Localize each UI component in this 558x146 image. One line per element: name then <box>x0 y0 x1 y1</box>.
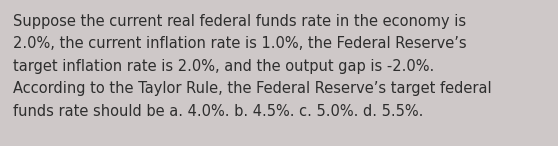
Text: According to the Taylor Rule, the Federal Reserve’s target federal: According to the Taylor Rule, the Federa… <box>13 81 492 97</box>
Text: Suppose the current real federal funds rate in the economy is: Suppose the current real federal funds r… <box>13 14 466 29</box>
Text: 2.0%, the current inflation rate is 1.0%, the Federal Reserve’s: 2.0%, the current inflation rate is 1.0%… <box>13 36 466 52</box>
Text: funds rate should be a. 4.0%. b. 4.5%. c. 5.0%. d. 5.5%.: funds rate should be a. 4.0%. b. 4.5%. c… <box>13 104 424 119</box>
Text: target inflation rate is 2.0%, and the output gap is -2.0%.: target inflation rate is 2.0%, and the o… <box>13 59 434 74</box>
